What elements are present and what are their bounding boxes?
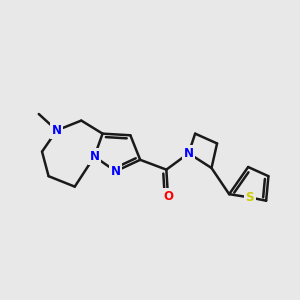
Text: N: N — [52, 124, 62, 137]
Text: N: N — [184, 147, 194, 160]
Text: O: O — [163, 190, 173, 203]
Text: S: S — [245, 191, 254, 204]
Text: N: N — [111, 165, 121, 178]
Text: N: N — [89, 150, 99, 163]
